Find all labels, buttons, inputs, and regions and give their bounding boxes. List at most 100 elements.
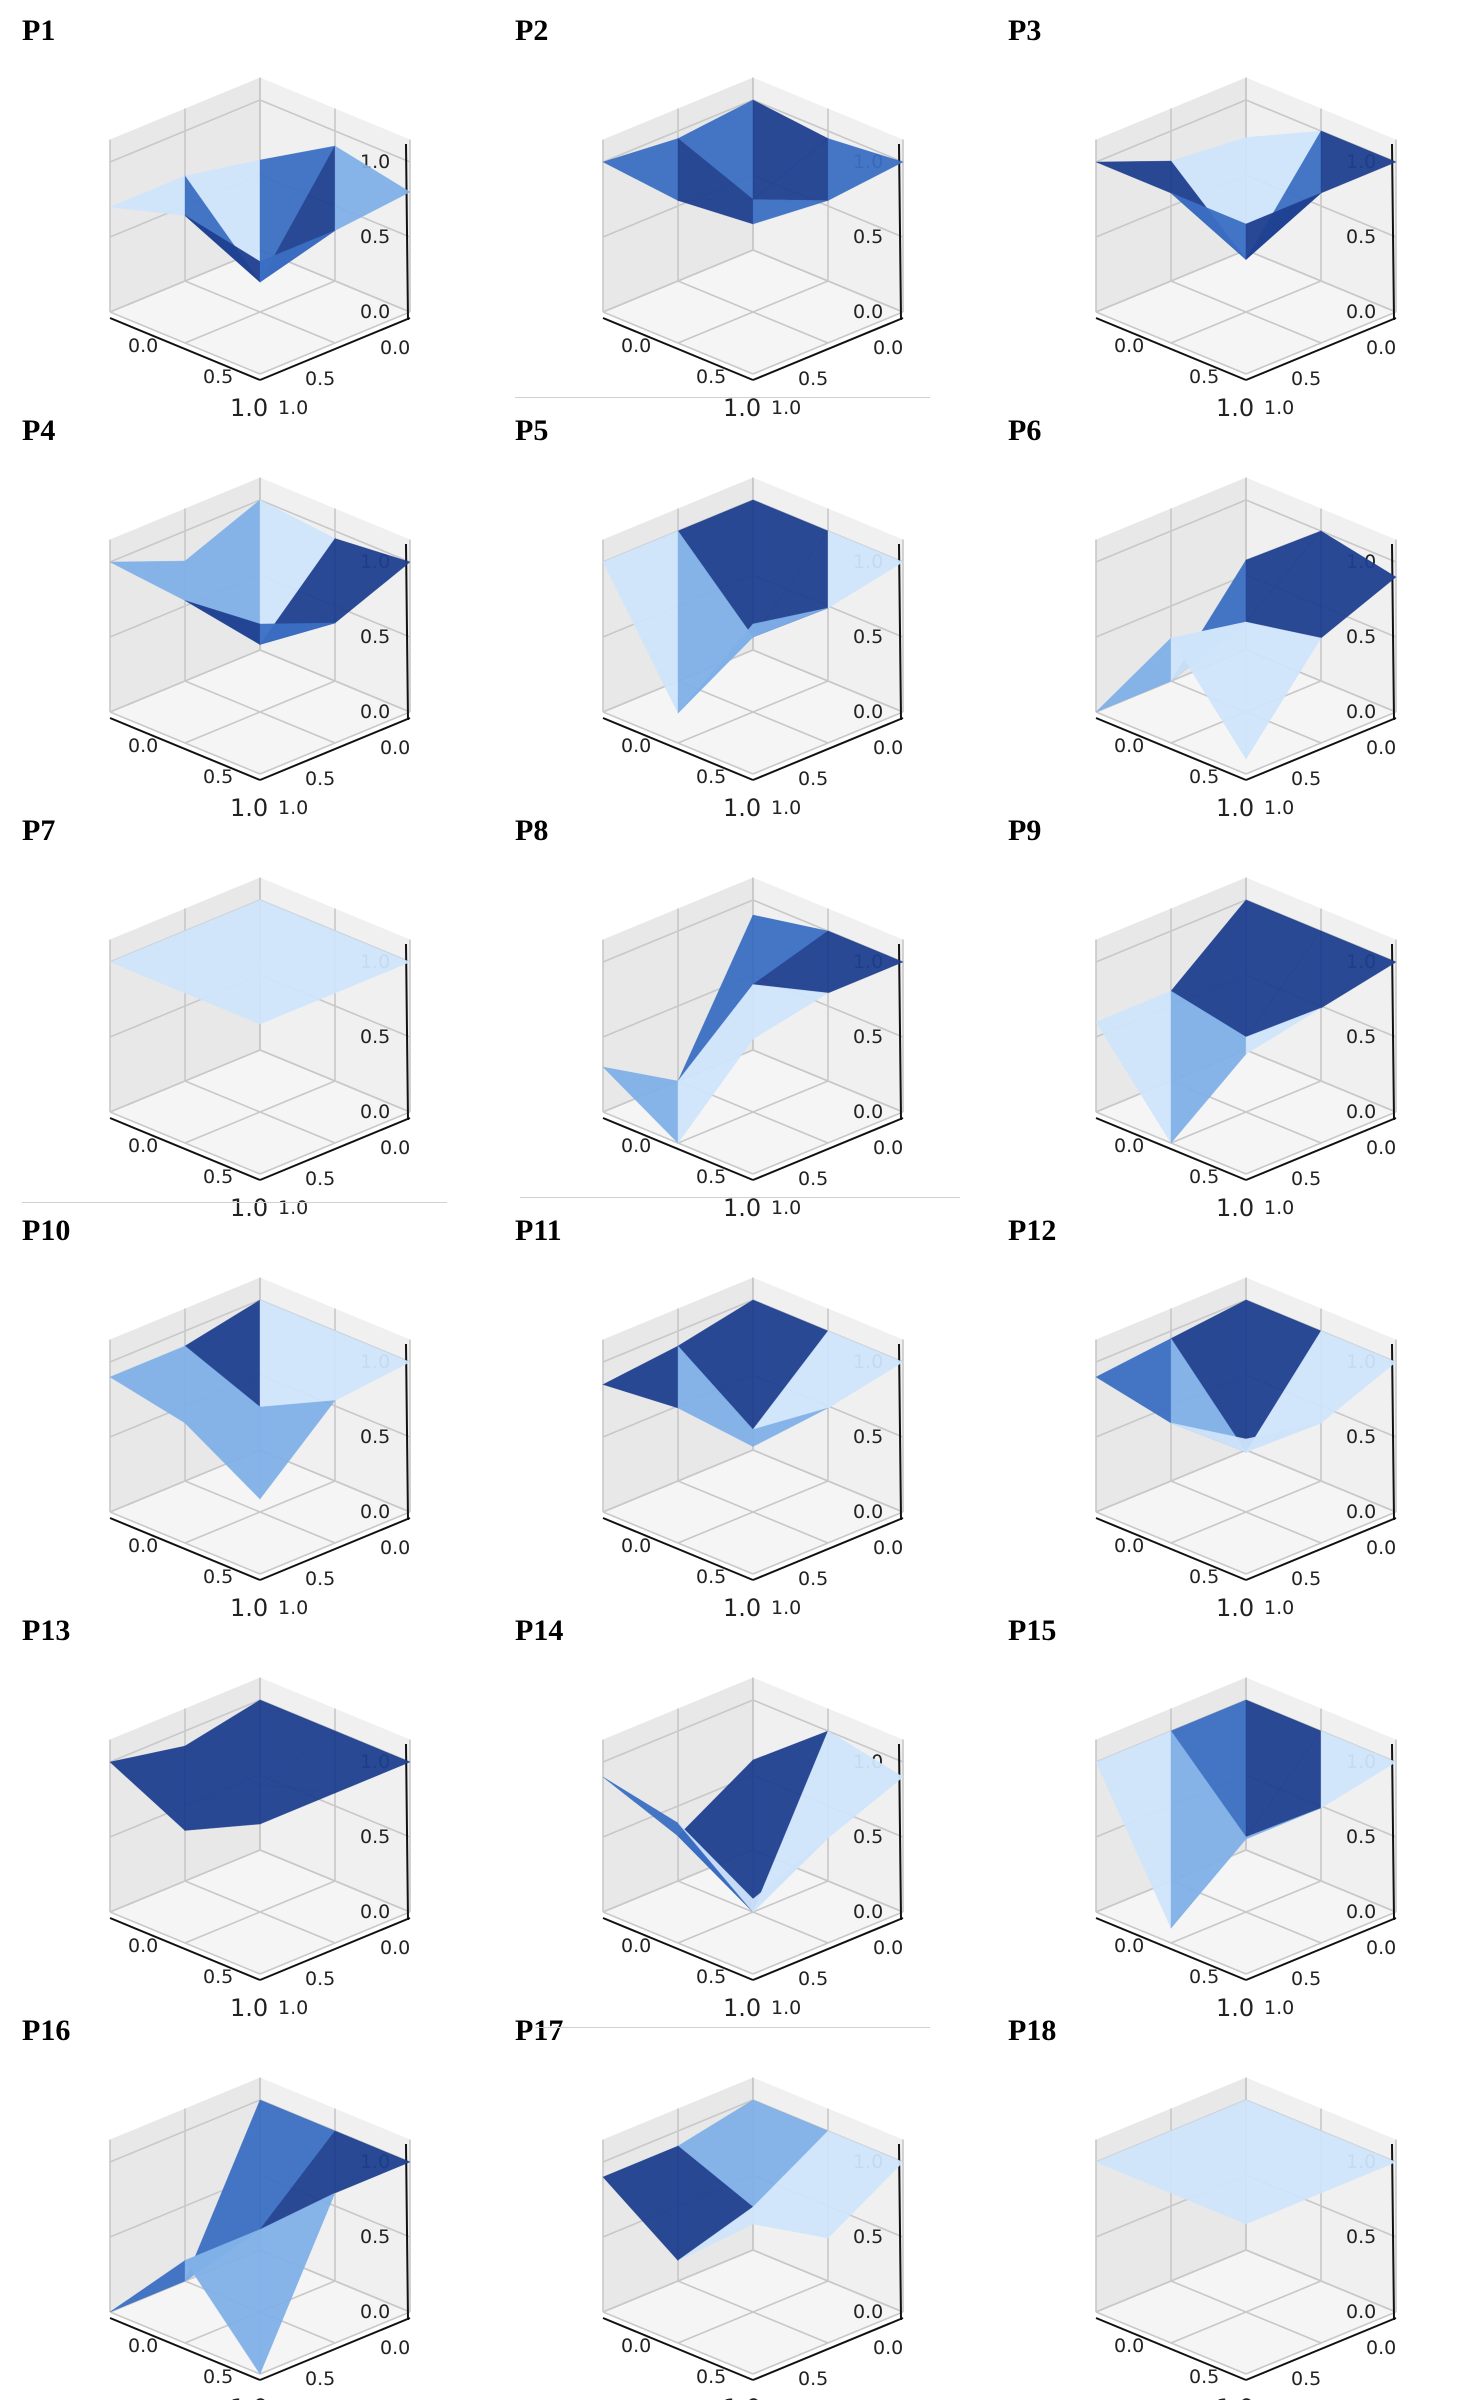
z-tick-label: 0.5: [1346, 626, 1376, 648]
z-tick-label: 0.0: [853, 2301, 883, 2323]
surface-facet: [259, 1400, 336, 1500]
x-tick-label: 1.0: [723, 2394, 761, 2400]
y-tick-label: 0.5: [1189, 1566, 1219, 1588]
z-tick-label: 0.0: [1346, 701, 1376, 723]
separator-line: [520, 1197, 960, 1198]
x-tick-label: 0.5: [305, 368, 335, 390]
surface-plot: 0.00.51.00.00.51.01.00.50.0: [602, 2077, 904, 2400]
surface-facet: [1245, 621, 1322, 761]
surface-plot: 0.00.51.00.00.51.01.00.50.0: [1095, 877, 1397, 1222]
z-tick-label: 0.0: [360, 1501, 390, 1523]
x-axis-line: [752, 1117, 904, 1181]
x-tick-label: 1.0: [230, 794, 268, 822]
x-tick-label: 1.0: [1216, 1194, 1254, 1222]
y-tick-label: 0.0: [1114, 1535, 1144, 1557]
y-tick-label: 1.0: [278, 397, 308, 419]
surface-facet: [259, 1784, 336, 1825]
surface-plot-panel: P16 0.0 0.5 1.0 0.0 0.5 1.0 1.0 0.5 0.0: [0, 2000, 493, 2400]
x-tick-label: 0.0: [1366, 737, 1396, 759]
x-axis-line: [259, 1117, 411, 1181]
x-tick-label: 0.0: [873, 337, 903, 359]
floor-gridline: [677, 2280, 829, 2344]
y-axis-line: [602, 2317, 754, 2381]
z-tick-label: 0.5: [853, 2226, 883, 2248]
x-tick-label: 0.5: [305, 768, 335, 790]
panel-title: P11: [515, 1214, 562, 1247]
wall-gridline: [602, 899, 754, 963]
floor-gridline: [109, 311, 261, 375]
y-tick-label: 1.0: [1264, 2397, 1294, 2400]
surface-plot-panel: P5 0.0 0.5 1.0 0.0 0.5 1.0 1.0 0.5 0.0: [493, 400, 986, 822]
z-tick-label: 0.0: [1346, 301, 1376, 323]
surface-plot-panel: P15 0.0 0.5 1.0 0.0 0.5 1.0 1.0 0.5 0.0: [986, 1600, 1479, 2022]
surface-facet: [334, 145, 411, 231]
surface-facet: [827, 138, 904, 201]
surface-facet: [1320, 130, 1397, 194]
z-tick-label: 0.5: [360, 1426, 390, 1448]
z-tick-label: 0.5: [360, 1026, 390, 1048]
x-tick-label: 0.0: [1366, 1537, 1396, 1559]
x-axis-line: [259, 317, 411, 381]
y-tick-label: 0.0: [128, 1135, 158, 1157]
floor-gridline: [1095, 2311, 1247, 2375]
x-tick-label: 0.0: [1366, 337, 1396, 359]
x-tick-label: 1.0: [1216, 394, 1254, 422]
panel-title: P1: [22, 14, 56, 47]
z-tick-label: 0.0: [853, 1901, 883, 1923]
x-tick-label: 0.0: [873, 1537, 903, 1559]
x-tick-label: 0.0: [1366, 1137, 1396, 1159]
y-tick-label: 0.0: [621, 2335, 651, 2357]
wall-gridline: [1095, 99, 1247, 163]
x-tick-label: 0.5: [1291, 1968, 1321, 1990]
x-tick-label: 0.5: [798, 1568, 828, 1590]
surface-facet: [1245, 1422, 1322, 1453]
z-tick-label: 0.0: [853, 301, 883, 323]
floor-gridline: [259, 2311, 411, 2375]
x-tick-label: 0.5: [305, 1168, 335, 1190]
surface-plot-panel: P11 0.0 0.5 1.0 0.0 0.5 1.0 1.0 0.5 0.0: [493, 1200, 986, 1622]
wall-gridline: [109, 499, 261, 563]
z-axis-line: [898, 543, 902, 721]
y-tick-label: 0.5: [203, 1966, 233, 1988]
surface-plot-panel: P70.00.51.00.00.51.01.00.50.0: [0, 800, 493, 1222]
surface-facet: [334, 930, 411, 994]
y-tick-label: 1.0: [278, 1597, 308, 1619]
y-tick-label: 0.5: [696, 2366, 726, 2388]
y-tick-label: 0.5: [203, 2366, 233, 2388]
floor-gridline: [109, 2311, 261, 2375]
y-tick-label: 0.5: [1189, 766, 1219, 788]
floor-gridline: [259, 1111, 411, 1175]
z-tick-label: 0.0: [360, 1901, 390, 1923]
x-axis-line: [752, 1517, 904, 1581]
x-tick-label: 1.0: [1216, 1594, 1254, 1622]
x-axis-line: [752, 717, 904, 781]
surface-plot: 0.00.51.00.00.51.01.00.50.0: [1095, 477, 1397, 822]
floor-gridline: [259, 1911, 411, 1975]
panel-title: P4: [22, 414, 56, 447]
surface-plot: 0.00.51.00.00.51.01.00.50.0: [109, 477, 411, 822]
z-axis-line: [1391, 143, 1395, 321]
surface-facet: [752, 199, 829, 225]
x-tick-label: 1.0: [1216, 1994, 1254, 2022]
y-tick-label: 0.5: [696, 366, 726, 388]
floor-gridline: [602, 1511, 754, 1575]
x-tick-label: 1.0: [230, 2394, 268, 2400]
z-tick-label: 0.0: [853, 701, 883, 723]
surface-plot: 0.00.51.00.00.51.01.00.50.0: [1095, 1677, 1397, 2022]
x-axis-line: [259, 717, 411, 781]
x-tick-label: 0.0: [873, 1937, 903, 1959]
x-axis-line: [1245, 717, 1397, 781]
panel-title: P17: [515, 2014, 564, 2047]
x-tick-label: 1.0: [230, 394, 268, 422]
y-axis-line: [602, 317, 754, 381]
panel-title: P2: [515, 14, 549, 47]
y-axis-line: [1095, 317, 1247, 381]
y-tick-label: 0.0: [128, 2335, 158, 2357]
y-tick-label: 0.0: [128, 1535, 158, 1557]
x-tick-label: 1.0: [723, 1194, 761, 1222]
y-tick-label: 1.0: [771, 1997, 801, 2019]
x-tick-label: 0.0: [380, 1937, 410, 1959]
surface-facet: [259, 622, 336, 645]
x-axis-line: [1245, 1917, 1397, 1981]
floor-gridline: [752, 311, 904, 375]
